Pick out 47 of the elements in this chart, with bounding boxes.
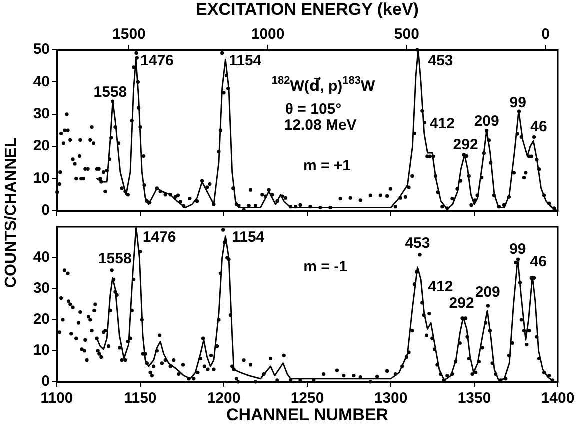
y-tick-label: 30: [33, 106, 50, 123]
annotation: 412: [428, 278, 454, 296]
y-tick-label: 20: [33, 311, 50, 328]
annotation: 1558: [94, 84, 128, 101]
x-tick-label: 1200: [207, 390, 241, 408]
y-tick-label: 10: [33, 342, 50, 360]
annotation: 99: [510, 240, 526, 258]
x-axis-title: CHANNEL NUMBER: [226, 405, 389, 424]
annotation: 99: [510, 94, 526, 112]
annotation: 46: [530, 118, 548, 136]
x2-tick-label: 0: [542, 26, 550, 44]
x2-axis-title: EXCITATION ENERGY (keV): [196, 0, 419, 19]
x2-tick-label: 500: [394, 26, 420, 44]
y-tick-label: 20: [33, 138, 50, 155]
annotation: 209: [475, 284, 500, 302]
annotation: 453: [428, 52, 454, 70]
x2-tick-label: 1000: [251, 26, 285, 44]
annotation: m = -1: [304, 258, 348, 276]
x-tick-label: 1100: [40, 390, 74, 408]
y-tick-label: 10: [33, 170, 50, 187]
annotation: 1476: [142, 228, 176, 246]
y-tick-label: 50: [33, 41, 50, 58]
y-tick-label: 0: [42, 202, 50, 220]
y-axis-title: COUNTS/CHANNEL: [3, 136, 21, 290]
annotation: 1476: [140, 52, 174, 70]
annotation: 1558: [98, 250, 132, 268]
annotation: 412: [430, 116, 455, 133]
y-tick-label: 0: [42, 373, 50, 390]
annotation: θ = 105°: [285, 101, 342, 118]
y-tick-label: 30: [33, 280, 50, 298]
annotation: 1154: [232, 228, 266, 246]
annotation: 46: [530, 253, 547, 270]
annotation: m = +1: [303, 157, 351, 174]
x-tick-label: 1400: [541, 390, 575, 408]
annotation: 292: [453, 136, 478, 154]
x-tick-label: 1300: [374, 390, 408, 408]
annotation: 209: [474, 112, 500, 130]
y-tick-label: 40: [33, 249, 50, 266]
annotation: 1154: [229, 52, 262, 70]
x-tick-label: 1350: [458, 390, 492, 408]
x2-tick-label: 1500: [112, 26, 146, 44]
annotation: 453: [405, 235, 430, 252]
y-tick-label: 40: [33, 73, 50, 90]
annotation: 292: [449, 295, 474, 312]
annotation: 12.08 MeV: [284, 117, 357, 134]
x-tick-label: 1250: [290, 390, 324, 408]
x-tick-label: 1150: [124, 390, 157, 408]
